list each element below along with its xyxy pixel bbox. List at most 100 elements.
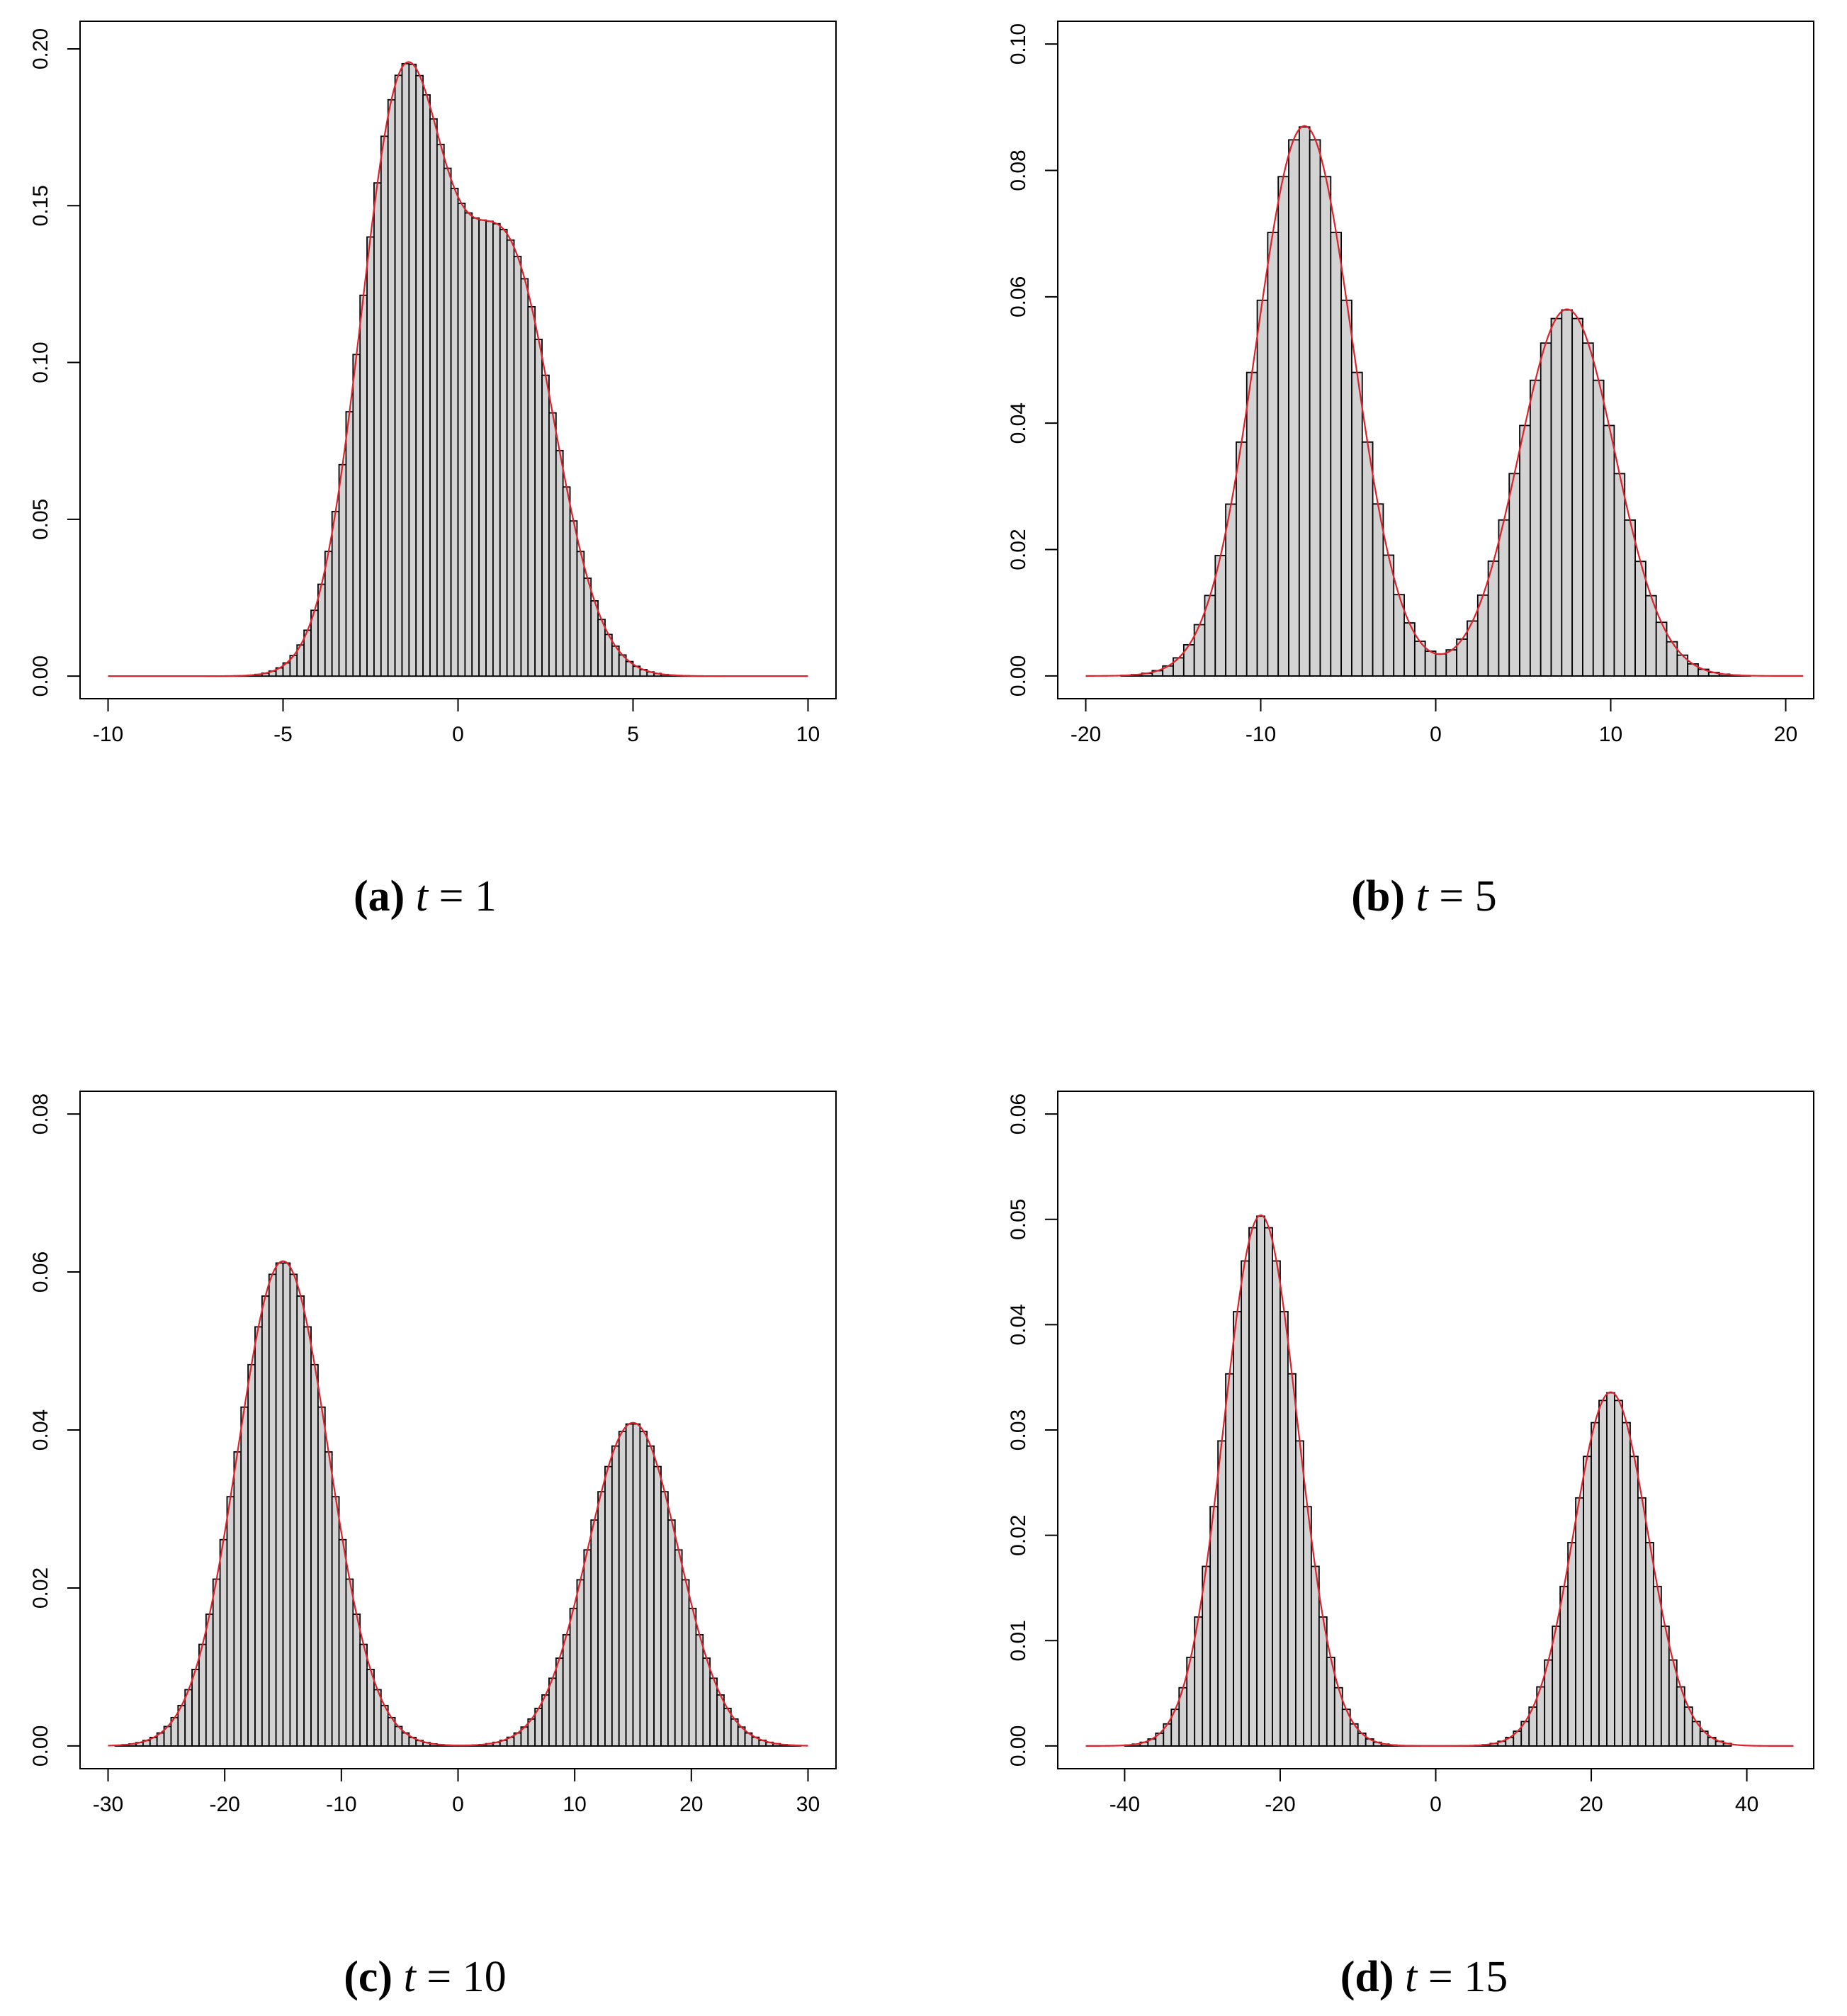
histogram-bar (464, 212, 473, 677)
histogram-bar (625, 1423, 634, 1747)
x-tick-label: 10 (796, 723, 820, 746)
histogram-bar (198, 1643, 207, 1747)
histogram-bar (681, 1579, 690, 1747)
histogram-bar (1236, 441, 1248, 677)
histogram-bar (548, 1677, 557, 1747)
histogram-bar (499, 228, 508, 677)
histogram-bar (604, 633, 613, 677)
x-tick-label: -10 (326, 1793, 356, 1816)
y-tick-label: 0.02 (1007, 529, 1030, 570)
histogram-bar (471, 217, 480, 677)
histogram-bar (618, 1431, 627, 1747)
histogram-bar (1272, 1260, 1281, 1747)
histogram-bar (1330, 232, 1343, 677)
plot-c: -30 -20 -10 0 10 20 30 0.00 0.02 0.04 0.06 0.08 (29, 1091, 837, 1816)
histogram-bar (359, 1643, 368, 1747)
histogram-bar (324, 1451, 333, 1747)
caption-c-value: 10 (463, 1953, 507, 2001)
histogram-bar (331, 1496, 340, 1747)
y-axis-c: 0.00 0.02 0.04 0.06 0.08 (29, 1093, 81, 1767)
y-tick-label: 0.06 (1007, 276, 1030, 317)
histogram-bar (562, 1634, 571, 1747)
histogram-bar (1529, 379, 1542, 677)
y-tick-label: 0.20 (29, 28, 52, 69)
x-axis-c: -30 -20 -10 0 10 20 30 (93, 1768, 820, 1816)
histogram-bar (1540, 342, 1552, 677)
y-tick-label: 0.05 (1007, 1199, 1030, 1240)
histogram-bar (534, 1708, 543, 1747)
x-tick-label: -20 (209, 1793, 239, 1816)
y-axis-d: 0.00 0.01 0.02 0.03 0.04 0.05 0.06 (1007, 1093, 1058, 1767)
histogram-bar (583, 578, 592, 677)
histogram-bar (1309, 139, 1321, 677)
histogram-bar (1361, 441, 1374, 677)
histogram-bar (1217, 1440, 1227, 1747)
y-tick-label: 0.02 (1007, 1514, 1030, 1555)
histogram-bar (289, 1273, 298, 1747)
x-tick-label: -20 (1265, 1793, 1295, 1816)
histogram-bar (1248, 1227, 1258, 1747)
panel-b: -20 -10 0 10 20 0.00 0.02 0.04 0.06 0.08 0.10 (b) … (1007, 21, 1814, 920)
histogram-bar (653, 1465, 662, 1747)
x-tick-label: 0 (1430, 1793, 1442, 1816)
histogram-bar (1637, 1497, 1647, 1747)
histogram-bar (555, 449, 564, 677)
bars-c (114, 1262, 802, 1747)
x-tick-label: 0 (452, 1793, 464, 1816)
histogram-bar (492, 223, 501, 677)
caption-a: (a) t = 1 (354, 872, 497, 920)
x-tick-label: -10 (1246, 723, 1276, 746)
y-tick-label: 0.08 (29, 1093, 52, 1134)
caption-d-operator: = (1428, 1953, 1453, 2001)
histogram-bar (366, 236, 375, 677)
histogram-bar (1567, 1542, 1576, 1747)
histogram-bar (1552, 1626, 1561, 1747)
histogram-bar (590, 600, 599, 677)
histogram-bar (562, 486, 571, 677)
histogram-bar (1634, 561, 1647, 677)
plot-frame-c (79, 1091, 837, 1769)
histogram-bar (415, 74, 424, 677)
x-tick-label: 5 (627, 723, 639, 746)
y-tick-label: 0.00 (1007, 1725, 1030, 1767)
histogram-bar (667, 1519, 676, 1747)
histogram-bar (709, 1677, 718, 1747)
histogram-bar (604, 1465, 613, 1747)
histogram-bar (527, 306, 536, 677)
histogram-bar (1233, 1311, 1242, 1747)
histogram-bar (373, 1689, 382, 1747)
histogram-bar (1280, 1311, 1289, 1747)
caption-c-variable: t (404, 1953, 417, 2001)
histogram-bar (555, 1657, 564, 1747)
histogram-bar (1624, 519, 1636, 677)
histogram-bar (345, 411, 354, 677)
histogram-bar (639, 1431, 648, 1747)
caption-c-label: c (358, 1953, 378, 2001)
histogram-bar (660, 1491, 669, 1747)
histogram-bar (1606, 1392, 1615, 1747)
histogram-bar (436, 143, 445, 677)
plot-a: -10 -5 0 5 10 0.00 0.05 0.10 0.15 0.20 (29, 21, 837, 746)
histogram-bar (1445, 649, 1458, 677)
y-tick-label: 0.04 (1007, 402, 1030, 444)
histogram-bar (1267, 232, 1280, 677)
y-tick-label: 0.06 (1007, 1093, 1030, 1134)
histogram-bar (443, 167, 452, 677)
histogram-bar (1660, 1626, 1670, 1747)
histogram-bar (1598, 1400, 1608, 1747)
bars-d (1124, 1215, 1732, 1747)
x-tick-label: 40 (1735, 1793, 1758, 1816)
histogram-bar (702, 1657, 711, 1747)
caption-d-label: d (1355, 1953, 1379, 2001)
y-axis-b: 0.00 0.02 0.04 0.06 0.08 0.10 (1007, 23, 1058, 697)
histogram-bar (576, 1579, 585, 1747)
histogram-bar (1561, 309, 1574, 677)
histogram-bar (317, 583, 326, 677)
caption-d-value: 15 (1464, 1953, 1508, 2001)
histogram-bar (590, 1519, 599, 1747)
x-tick-label: 10 (563, 1793, 586, 1816)
x-tick-label: -5 (273, 723, 293, 746)
density-curve-a (108, 61, 808, 677)
histogram-bar (1319, 176, 1332, 677)
